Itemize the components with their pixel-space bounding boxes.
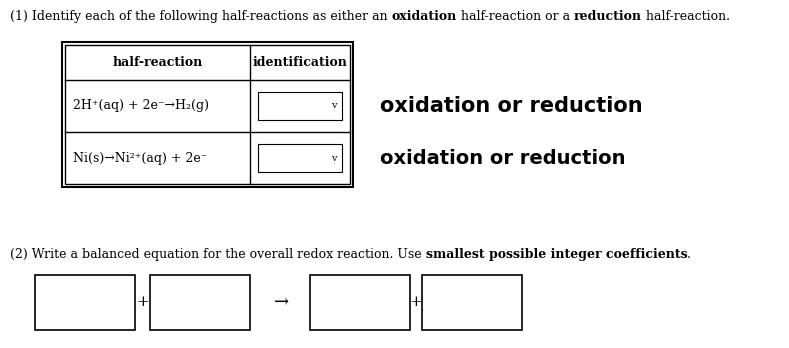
- Bar: [35, 275, 135, 330]
- Bar: [310, 275, 410, 330]
- Text: v: v: [331, 102, 337, 111]
- Text: reduction: reduction: [574, 10, 642, 23]
- Text: .: .: [687, 248, 691, 261]
- Text: smallest possible integer coefficients: smallest possible integer coefficients: [425, 248, 687, 261]
- Text: half-reaction or a: half-reaction or a: [457, 10, 574, 23]
- Text: oxidation or reduction: oxidation or reduction: [380, 96, 642, 116]
- Text: half-reaction: half-reaction: [112, 56, 203, 69]
- Text: Ni(s)→Ni²⁺(aq) + 2e⁻: Ni(s)→Ni²⁺(aq) + 2e⁻: [73, 151, 208, 165]
- Bar: [62, 42, 353, 187]
- Bar: [65, 45, 350, 184]
- Text: v: v: [331, 153, 337, 163]
- Bar: [150, 275, 250, 330]
- Bar: [258, 92, 342, 120]
- Text: half-reaction.: half-reaction.: [642, 10, 730, 23]
- Text: oxidation or reduction: oxidation or reduction: [380, 149, 626, 167]
- Bar: [258, 144, 342, 172]
- Text: (2) Write a balanced equation for the overall redox reaction. Use: (2) Write a balanced equation for the ov…: [10, 248, 425, 261]
- Text: oxidation: oxidation: [391, 10, 457, 23]
- Text: +: +: [136, 295, 149, 309]
- Text: +: +: [409, 295, 422, 309]
- Text: 2H⁺(aq) + 2e⁻→H₂(g): 2H⁺(aq) + 2e⁻→H₂(g): [73, 100, 209, 112]
- Text: identification: identification: [252, 56, 347, 69]
- Bar: [422, 275, 522, 330]
- Text: →: →: [275, 293, 290, 311]
- Text: (1) Identify each of the following half-reactions as either an: (1) Identify each of the following half-…: [10, 10, 391, 23]
